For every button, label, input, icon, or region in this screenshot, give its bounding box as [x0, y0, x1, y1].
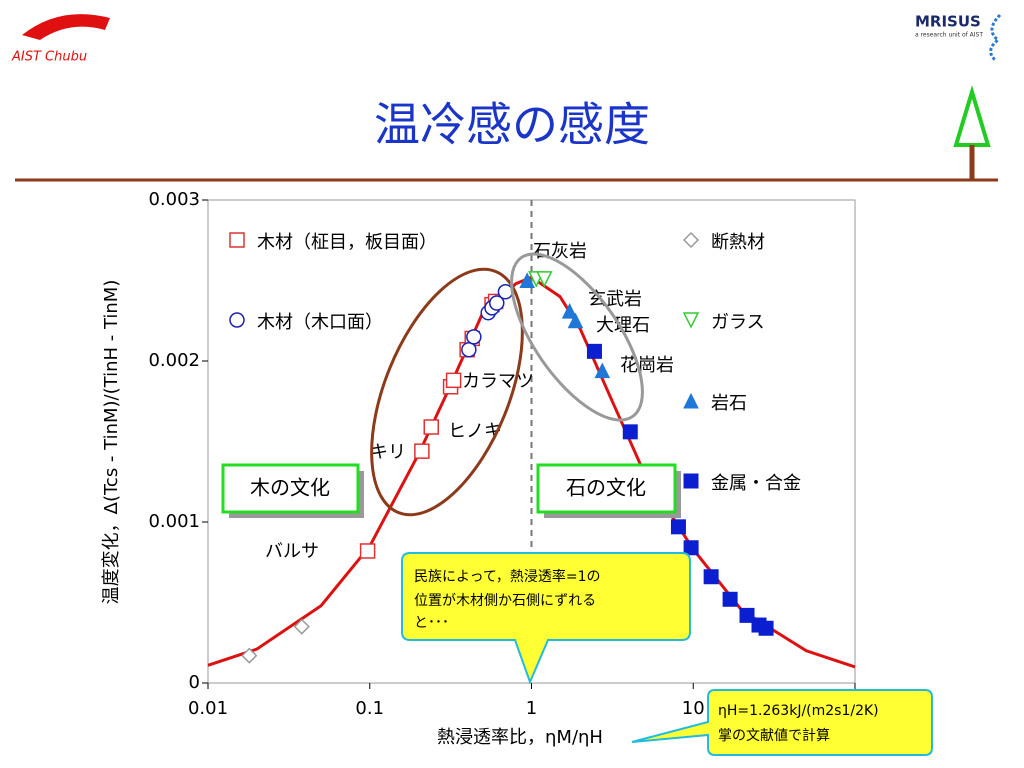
legend-marker	[229, 232, 245, 248]
data-point	[445, 372, 462, 389]
data-point	[461, 341, 477, 358]
legend-marker	[682, 231, 700, 249]
culture-label: 木の文化	[250, 476, 330, 500]
logo-swoosh	[22, 14, 110, 40]
annotation: キリ	[370, 442, 406, 463]
tree-icon	[953, 85, 991, 147]
wood-ellipse	[370, 267, 524, 517]
legend-marker	[229, 312, 245, 328]
data-point	[594, 362, 611, 379]
legend-label: 木材（柾目，板目面）	[257, 232, 437, 253]
legend-marker	[683, 392, 699, 409]
legend-label: 金属・合金	[711, 473, 801, 494]
annotation: 花崗岩	[620, 355, 674, 376]
legend-marker	[682, 312, 700, 329]
x-tick-label: 0.1	[355, 698, 384, 719]
x-tick-label: 10	[682, 698, 705, 719]
y-tick-label: 0.002	[148, 350, 200, 371]
data-point	[241, 647, 258, 664]
note-text: 掌の文献値で計算	[718, 728, 830, 744]
data-point	[519, 272, 535, 288]
annotation: 玄武岩	[588, 289, 642, 310]
data-point	[703, 569, 719, 585]
data-point	[567, 312, 584, 329]
logo-left: AIST Chubu	[11, 50, 87, 65]
logo-right: MRISUS	[915, 13, 981, 31]
data-point	[423, 419, 439, 435]
y-axis-label: 温度変化，Δ(Tcs - TinM)/(TinH - TinM)	[101, 280, 122, 605]
data-point	[722, 591, 738, 607]
callout-box	[401, 552, 691, 685]
annotation: 大理石	[596, 315, 650, 336]
annotation: カラマツ	[462, 371, 534, 392]
data-point	[622, 424, 638, 440]
data-point	[359, 543, 376, 559]
note-box	[631, 689, 933, 756]
annotation: バルサ	[265, 541, 319, 562]
culture-box	[221, 463, 360, 514]
data-point	[466, 329, 482, 345]
culture-label: 石の文化	[566, 476, 646, 500]
stone-ellipse	[510, 252, 644, 422]
x-tick-label: 0.01	[188, 698, 228, 719]
y-tick-label: 0.001	[148, 511, 200, 532]
title: 温冷感の感度	[374, 98, 650, 152]
callout-text: 民族によって，熱浸透率=1の	[414, 568, 601, 585]
callout-text: 位置が木材側か石側にずれる	[414, 593, 596, 609]
legend-label: ガラス	[711, 312, 765, 333]
data-point	[536, 271, 553, 288]
logo-helix	[989, 13, 1002, 62]
data-point	[739, 607, 755, 623]
data-point	[586, 343, 602, 359]
y-tick-label: 0.003	[148, 189, 200, 210]
annotation: ヒノキ	[448, 421, 502, 442]
data-point	[758, 620, 774, 636]
annotation: 石灰岩	[533, 241, 587, 262]
data-point	[561, 302, 578, 319]
data-point	[414, 443, 430, 459]
x-tick-label: 1	[526, 698, 537, 719]
y-tick-label: 0	[189, 672, 200, 693]
logo-right-sub: a research unit of AIST	[915, 32, 983, 39]
data-point	[670, 519, 686, 535]
legend-label: 岩石	[711, 393, 747, 414]
data-point	[683, 540, 699, 556]
legend-marker	[683, 473, 699, 489]
note-text: ηH=1.263kJ/(m2s1/2K)	[718, 703, 879, 719]
legend-label: 木材（木口面）	[257, 312, 383, 333]
data-point	[489, 295, 505, 311]
legend-label: 断熱材	[711, 232, 765, 253]
callout-text: と･･･	[414, 615, 449, 631]
x-axis-label: 熱浸透率比，ηM/ηH	[437, 727, 603, 748]
data-point	[293, 618, 310, 635]
culture-box	[536, 463, 677, 514]
